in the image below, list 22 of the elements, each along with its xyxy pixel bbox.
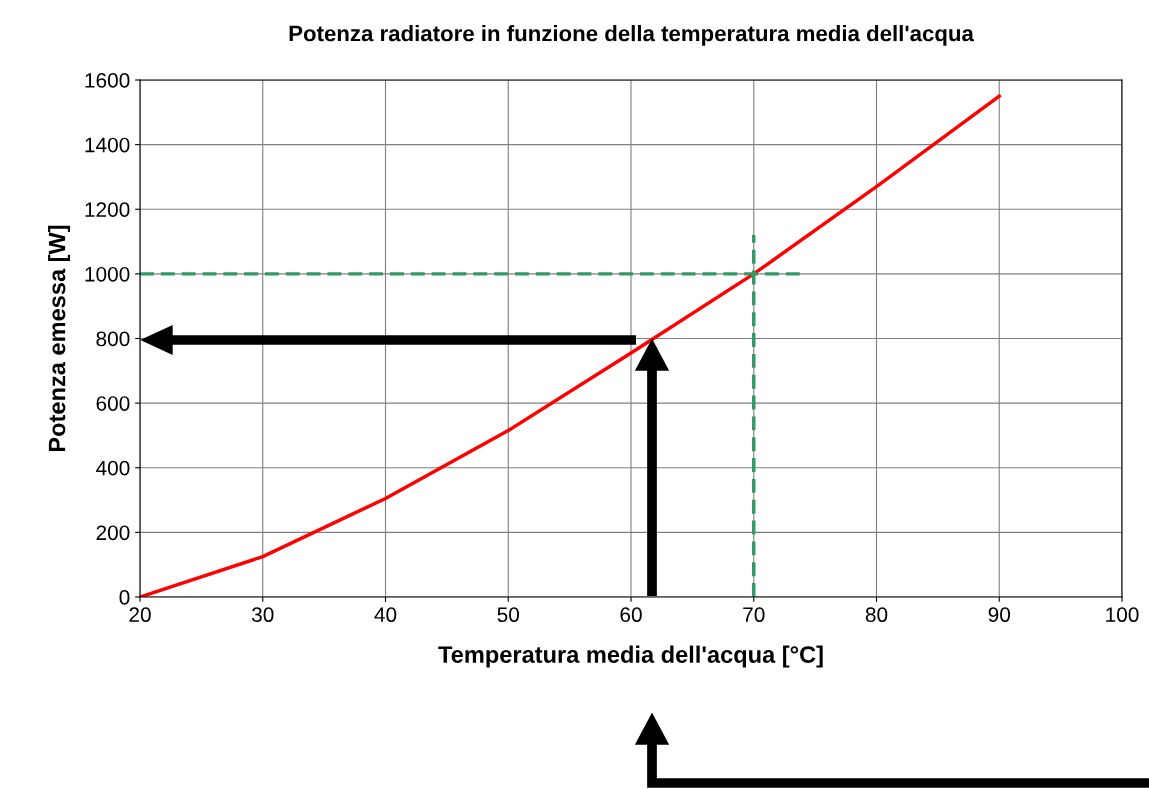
x-tick-label: 100 [1106,607,1139,623]
x-tick-label: 90 [988,607,1011,623]
y-tick-label: 1000 [85,266,130,282]
y-tick-label: 600 [96,396,130,411]
x-tick-label: 20 [129,607,151,623]
line-series [140,94,1001,597]
x-tick-label: 50 [497,607,520,623]
chart-title: Potenza radiatore in funzione della temperatura media dell'acqua [289,25,975,46]
y-tick-label: 1400 [85,137,130,153]
x-tick-label: 80 [865,607,888,623]
x-tick-label: 60 [620,607,642,623]
x-axis-title: Temperatura media dell'acqua [°C] [438,645,823,668]
y-tick-label: 400 [96,460,130,476]
y-tick-label: 1600 [85,73,130,88]
y-axis-title: Potenza emessa [W] [48,225,71,452]
y-tick-label: 1200 [85,202,130,217]
y-tick-label: 0 [119,590,130,605]
x-tick-label: 30 [251,607,274,623]
x-tick-label: 40 [374,607,397,623]
y-tick-label: 200 [96,525,130,541]
y-tick-label: 800 [96,331,130,347]
x-tick-label: 70 [743,607,765,623]
